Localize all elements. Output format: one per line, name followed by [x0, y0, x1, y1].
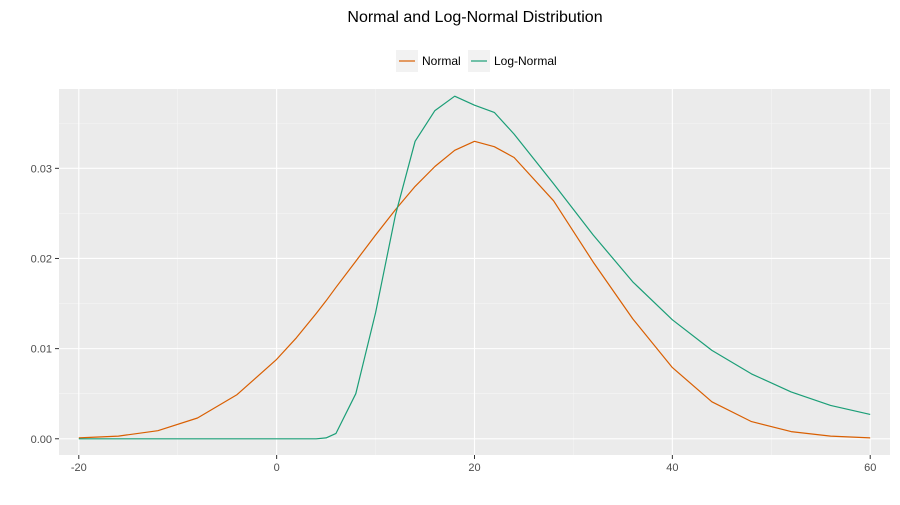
x-tick-label: 40 — [666, 462, 678, 474]
legend-label-log-normal: Log-Normal — [494, 54, 557, 68]
tick-labels: -20 0 20 40 60 0.00 0.01 0.02 0.03 — [31, 163, 877, 474]
x-tick-label: -20 — [71, 462, 87, 474]
x-tick-label: 60 — [864, 462, 876, 474]
y-tick-label: 0.03 — [31, 163, 52, 175]
axis-ticks — [55, 167, 871, 459]
x-tick-label: 20 — [468, 462, 480, 474]
legend: Normal Log-Normal — [396, 50, 557, 72]
series-lines — [78, 95, 871, 440]
y-tick-label: 0.00 — [31, 434, 52, 446]
chart-title: Normal and Log-Normal Distribution — [347, 9, 602, 26]
y-tick-label: 0.01 — [31, 344, 52, 356]
y-tick-label: 0.02 — [31, 253, 52, 265]
legend-label-normal: Normal — [422, 54, 461, 68]
x-tick-label: 0 — [274, 462, 280, 474]
series-line-log-normal — [78, 95, 871, 440]
series-line-normal — [78, 140, 871, 439]
